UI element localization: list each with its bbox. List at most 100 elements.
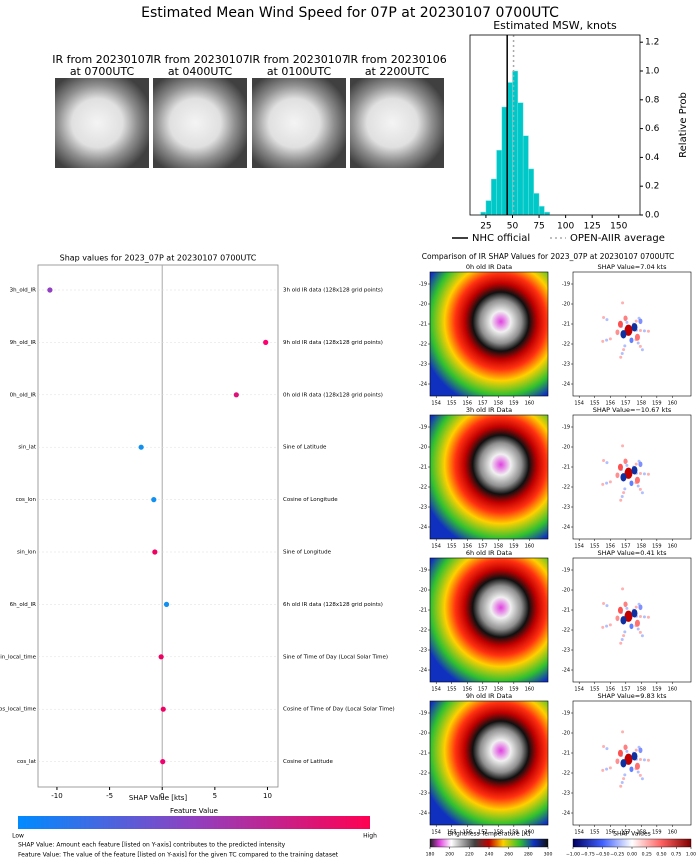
x-tick-label: 160 [668,687,678,693]
x-tick-label: 159 [509,401,519,407]
shap-speckle [636,627,640,631]
shap-speckle [601,482,605,486]
shap-dot [158,654,164,660]
shap-speckle [601,768,605,772]
shap-speckle [646,329,650,333]
ir-map [430,272,548,396]
shap-speckle [642,758,646,762]
shap-speckle [608,766,612,770]
shap-speckle [636,484,640,488]
shap-speckle [605,338,609,342]
y-tick-label: cos_lat [17,759,37,765]
shap-blob [634,619,640,627]
shap-blob [620,473,627,482]
footnote: SHAP Value: Amount each feature [listed … [18,842,286,849]
colorbar-label: Brightness Temperature [K] [448,831,530,838]
shap-blob [629,766,634,773]
feature-description: Cosine of Longitude [283,497,338,503]
x-tick-label: 157 [478,830,488,836]
x-tick-label: 159 [509,830,519,836]
x-tick-label: 75 [533,222,544,232]
feature-description: Sine of Time of Day (Local Solar Time) [283,654,388,660]
ir-map [430,415,548,539]
ir-map [430,558,548,682]
y-tick-label: -23 [419,791,427,797]
x-tick-label: 155 [590,687,600,693]
shap-speckle [620,637,624,641]
y-tick-label: cos_local_time [0,707,37,713]
shap-speckle [638,614,642,618]
ir-image [55,78,149,168]
y-tick-label: -24 [419,525,427,531]
legend-label: NHC official [472,233,530,244]
shap-dot [233,392,239,398]
shap-blob [638,747,643,754]
shap-speckle [605,767,609,771]
x-tick-label: 157 [478,687,488,693]
y-tick-label: -21 [562,751,570,757]
x-tick-label: 154 [574,687,584,693]
map-title: 6h old IR Data [466,549,512,557]
feature-description: 0h old IR data (128x128 grid points) [283,392,383,398]
bar [538,206,545,216]
bar [501,106,508,216]
x-tick-label: 160 [525,544,535,550]
shap-blob [631,752,638,761]
x-tick-label: 160 [525,830,535,836]
shap-speckle [638,487,642,491]
shap-speckle [621,444,625,448]
y-tick-label: 0.2 [645,182,659,192]
shap-blob [634,762,640,770]
map-title: 0h old IR Data [466,263,512,271]
y-tick-label: -21 [419,751,427,757]
x-tick-label: 155 [447,544,457,550]
y-tick-label: -19 [419,425,427,431]
shap-speckle [622,777,626,781]
shap-blob [624,324,633,336]
shap-speckle [638,471,642,475]
colorbar-tick-label: 220 [465,852,474,858]
colorbar [18,816,370,829]
shap-dot [160,759,166,765]
y-tick-label: -22 [419,485,427,491]
x-tick-label: 154 [574,401,584,407]
shap-blob [631,323,638,332]
x-tick-label: 154 [574,544,584,550]
y-tick-label: -20 [562,588,570,594]
y-tick-label: -21 [562,322,570,328]
colorbar-tick-label: 1.00 [686,852,696,858]
shap-speckle [619,784,623,788]
y-tick-label: -19 [419,711,427,717]
panel-caption: IR from 20230107 [52,53,151,66]
x-tick-label: 5 [213,792,217,800]
bar [533,193,540,216]
x-tick-label: 156 [462,687,472,693]
shap-blob [638,461,643,468]
feature-description: Cosine of Latitude [283,759,334,765]
y-tick-label: -22 [562,342,570,348]
shap-speckle [634,319,638,323]
panel-caption: at 0100UTC [267,65,332,78]
shap-speckle [602,744,606,748]
comparison-title: Comparison of IR SHAP Values for 2023_07… [422,252,674,261]
shap-blob [623,744,628,751]
ir-map [430,701,548,825]
colorbar-low: Low [12,833,24,840]
y-tick-label: -24 [419,382,427,388]
shap-blob [623,601,628,608]
y-tick-label: -23 [562,362,570,368]
y-tick-label: 0.8 [645,95,660,105]
map-frame [429,271,549,397]
x-tick-label: 156 [605,830,615,836]
shap-blob [634,333,640,341]
chart-title: Estimated MSW, knots [493,19,617,32]
x-tick-label: 156 [605,401,615,407]
y-tick-label: -19 [562,282,570,288]
shap-speckle [623,773,627,777]
shap-blob [615,329,620,336]
map-title: SHAP Value=9.83 kts [598,692,668,700]
x-tick-label: 158 [494,401,504,407]
shap-speckle [640,634,644,638]
y-tick-label: -22 [419,771,427,777]
